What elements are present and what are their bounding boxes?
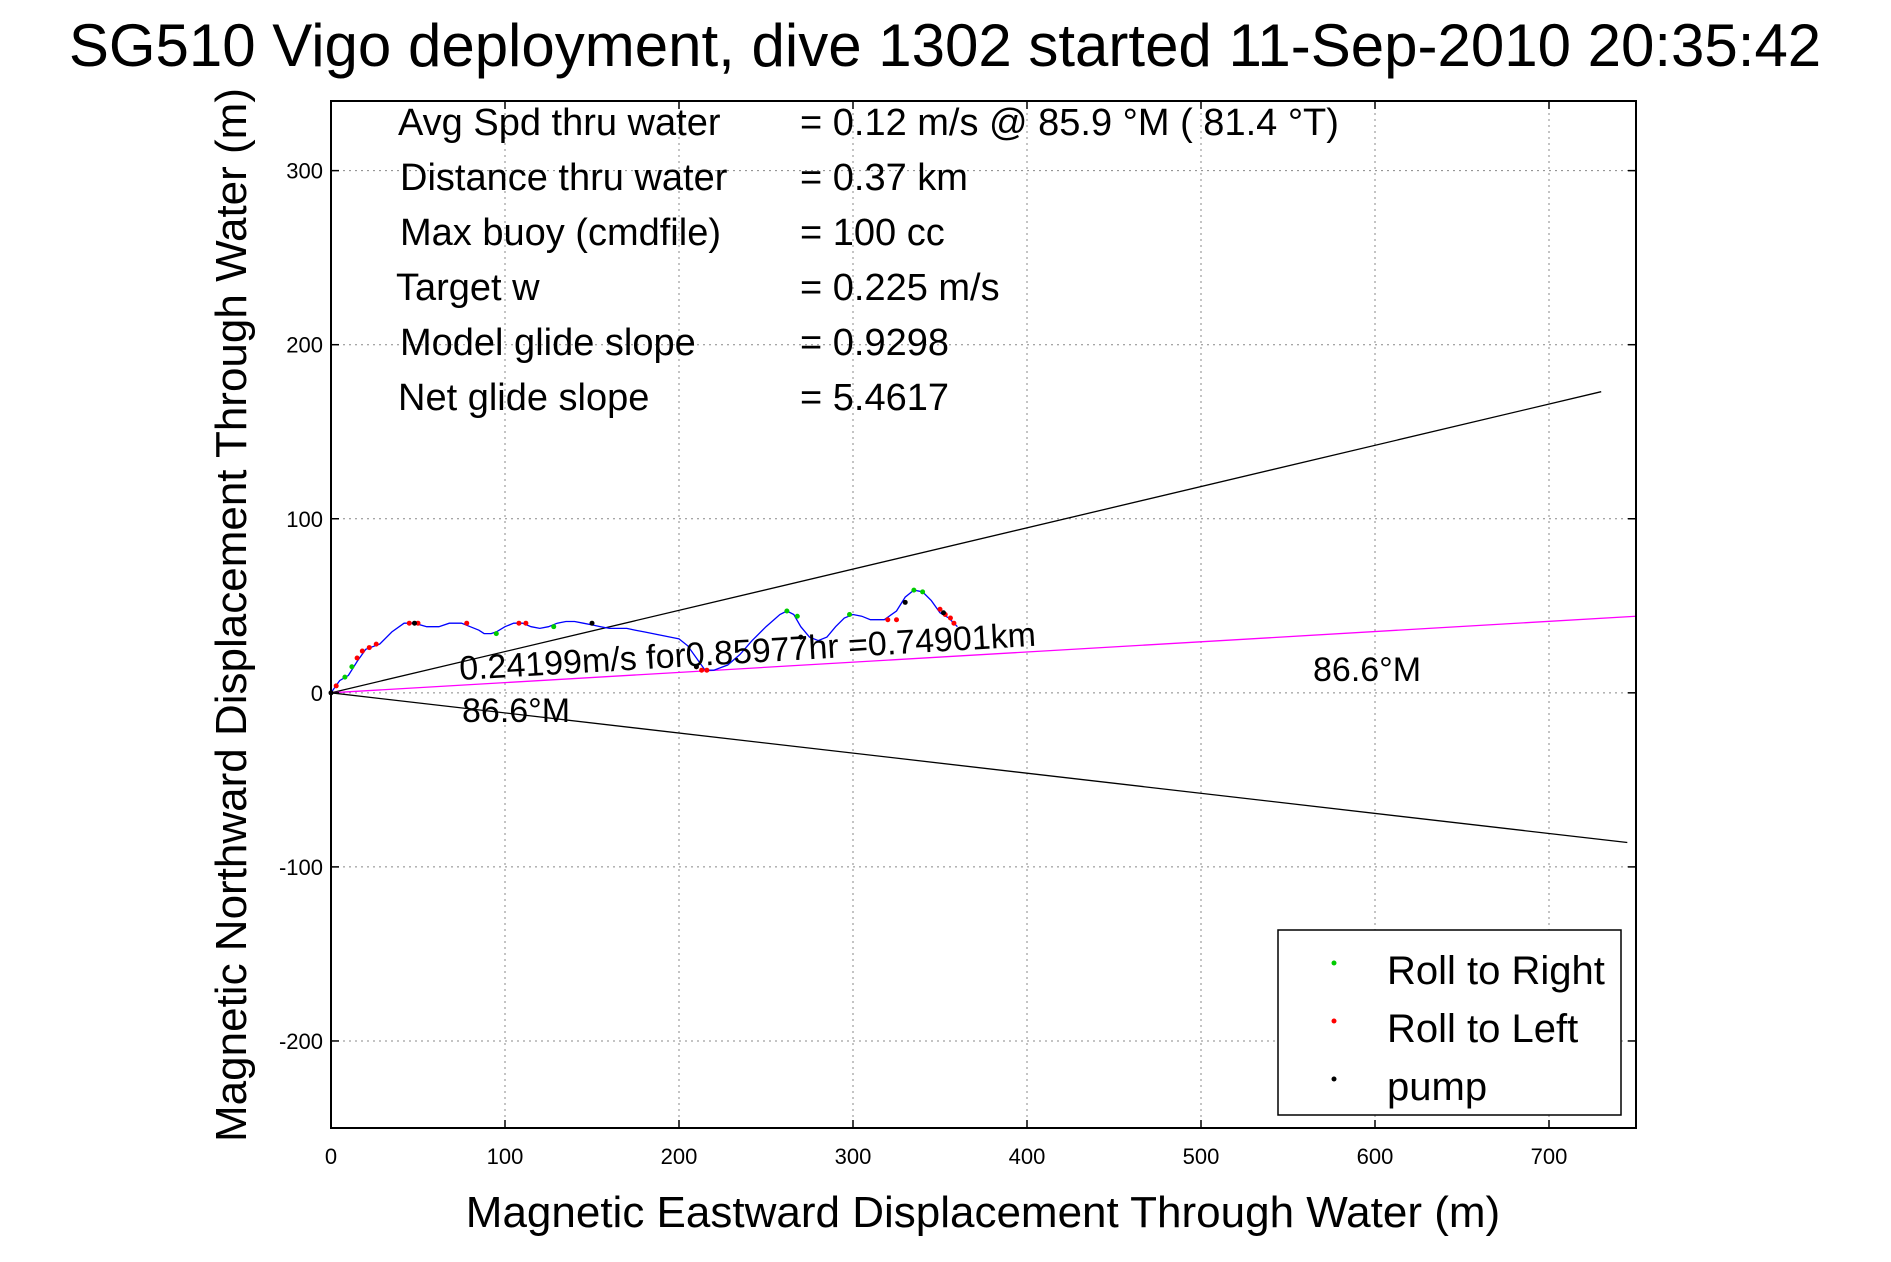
stat-value: = 0.225 m/s (800, 267, 1000, 309)
y-tick-label: 300 (286, 159, 323, 184)
roll-to-right-point (349, 664, 355, 670)
roll-to-left-point (464, 620, 470, 626)
reference-lines (330, 391, 1637, 844)
roll-to-left-point (951, 620, 957, 626)
stat-label: Target w (396, 267, 540, 309)
heading-annotation-near: 86.6°M (462, 692, 570, 730)
pump-point (902, 599, 908, 605)
x-axis-label: Magnetic Eastward Displacement Through W… (466, 1188, 1500, 1237)
roll-to-right-point (551, 624, 557, 630)
roll-to-left-point (894, 617, 899, 623)
roll-to-left-point (704, 667, 710, 673)
roll-to-left-point (333, 683, 339, 689)
roll-to-left-point (523, 620, 529, 626)
roll-to-left-point (885, 617, 891, 623)
roll-to-left-point (406, 620, 412, 626)
reference-line (330, 615, 1637, 694)
roll-to-left-point (373, 641, 379, 647)
current-annotation: 0.24199m/s for0.85977hr =0.74901km (458, 616, 1037, 688)
y-tick-label: 100 (286, 507, 323, 532)
reference-line (330, 692, 1628, 844)
stat-label: Model glide slope (400, 322, 696, 364)
x-tick-label: 400 (1009, 1144, 1046, 1169)
plot-frame (330, 100, 1637, 1129)
stats-block: Avg Spd thru water = 0.12 m/s @ 85.9 °M (… (396, 102, 1339, 419)
x-tick-label: 200 (661, 1144, 698, 1169)
x-tick-label: 700 (1531, 1144, 1568, 1169)
legend-marker-pump (1331, 1076, 1337, 1082)
roll-to-left-point (947, 615, 953, 621)
reference-line (330, 391, 1602, 694)
roll-to-left-point (937, 606, 943, 612)
roll-to-right-point (794, 613, 800, 619)
legend-label-roll-left: Roll to Left (1387, 1007, 1578, 1051)
stat-label: Avg Spd thru water (398, 102, 721, 144)
roll-to-right-point (342, 674, 348, 680)
x-tick-label: 100 (487, 1144, 524, 1169)
y-axis-label: Magnetic Northward Displacement Through … (207, 88, 256, 1142)
x-tick-label: 500 (1183, 1144, 1220, 1169)
pump-point (693, 664, 699, 670)
legend-label-pump: pump (1387, 1065, 1487, 1109)
x-tick-label: 0 (325, 1144, 337, 1169)
chart-title: SG510 Vigo deployment, dive 1302 started… (69, 12, 1821, 79)
stat-label: Net glide slope (398, 377, 649, 419)
roll-to-right-point (847, 612, 853, 617)
roll-to-left-point (354, 655, 360, 661)
marker-series (328, 587, 957, 696)
x-tick-label: 300 (835, 1144, 872, 1169)
roll-to-right-point (911, 587, 917, 593)
roll-to-left-point (415, 620, 421, 626)
y-tick-label: 0 (311, 681, 323, 706)
pump-point (940, 610, 946, 616)
y-tick-label: 200 (286, 333, 323, 358)
roll-to-left-point (366, 645, 372, 651)
roll-to-left-point (699, 667, 705, 673)
roll-to-left-point (359, 648, 365, 654)
roll-to-right-point (493, 631, 499, 637)
stat-value: = 0.9298 (800, 322, 949, 364)
x-tick-label: 600 (1357, 1144, 1394, 1169)
stat-label: Distance thru water (400, 157, 728, 199)
stat-value: = 0.12 m/s @ 85.9 °M ( 81.4 °T) (800, 102, 1339, 144)
legend-marker-roll-left (1331, 1018, 1337, 1024)
roll-to-left-point (516, 620, 522, 626)
legend-label-roll-right: Roll to Right (1387, 949, 1605, 993)
y-tick-label: -200 (279, 1029, 323, 1054)
stat-value: = 5.4617 (800, 377, 949, 419)
roll-to-right-point (920, 589, 926, 595)
y-axis-ticks: -200 -100 0 100 200 300 (279, 159, 1636, 1054)
x-axis-ticks: 0 100 200 300 400 500 600 700 (325, 101, 1567, 1169)
stat-label: Max buoy (cmdfile) (400, 212, 721, 254)
stat-value: = 0.37 km (800, 157, 968, 199)
pump-point (798, 634, 804, 640)
stat-value: = 100 cc (800, 212, 945, 254)
pump-point (589, 620, 595, 626)
roll-to-right-point (784, 608, 790, 614)
pump-point (412, 620, 418, 626)
y-tick-label: -100 (279, 855, 323, 880)
legend: Roll to Right Roll to Left pump (1277, 929, 1622, 1116)
heading-annotation-far: 86.6°M (1313, 651, 1421, 689)
legend-marker-roll-right (1331, 960, 1337, 966)
